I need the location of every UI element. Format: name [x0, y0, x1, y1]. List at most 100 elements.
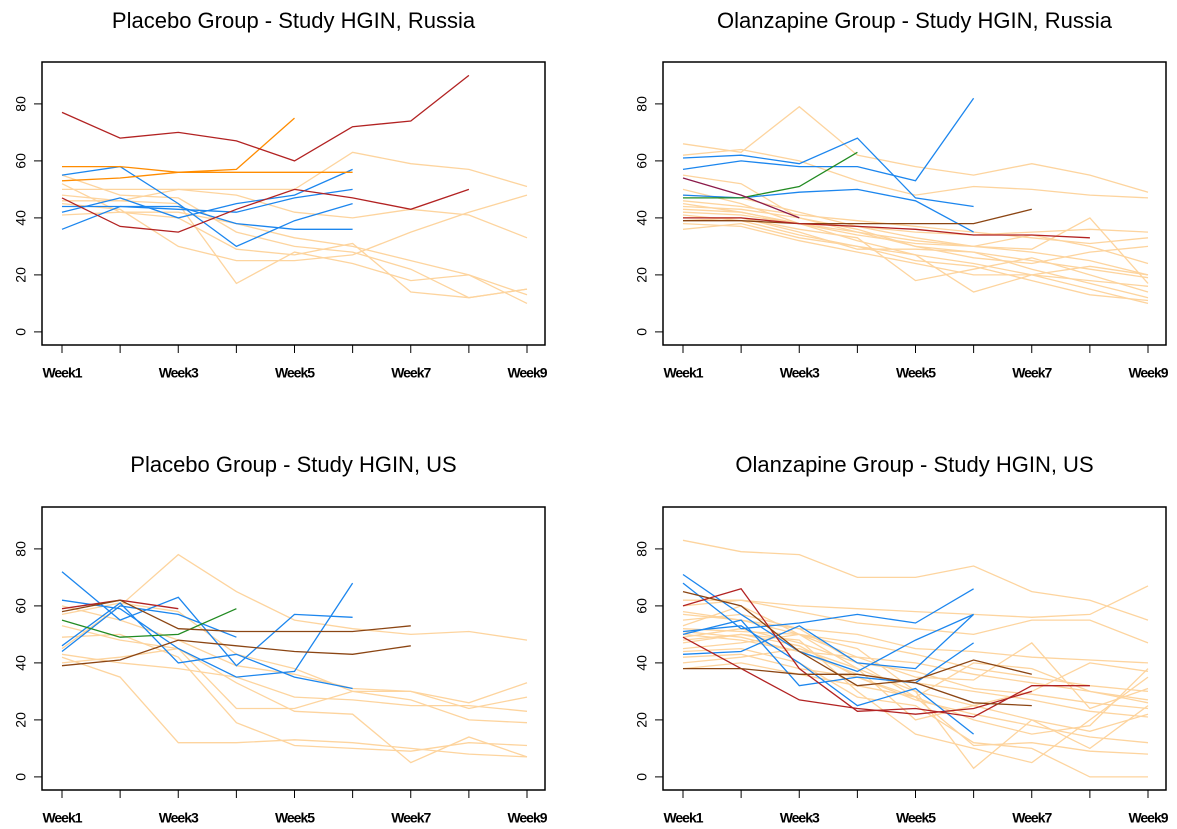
chart-title: Placebo Group - Study HGIN, US	[130, 452, 456, 477]
y-tick-label: 20	[634, 712, 650, 728]
series-line	[682, 177, 800, 219]
x-tick-label: Week3	[159, 810, 199, 826]
y-tick-label: 0	[634, 328, 650, 336]
series-line	[683, 151, 858, 199]
y-tick-label: 80	[634, 96, 650, 112]
series-line	[682, 613, 975, 670]
series-line	[682, 633, 1149, 764]
plot-frame	[41, 61, 546, 346]
series-line	[61, 653, 528, 712]
series-line	[682, 211, 1149, 284]
x-tick-label: Week1	[663, 365, 703, 381]
x-tick-label: Week1	[663, 810, 703, 826]
series-line	[61, 74, 470, 162]
series-line	[682, 188, 1149, 265]
series-line	[62, 117, 295, 173]
series-line	[61, 188, 470, 233]
series-line	[682, 653, 1149, 744]
chart-title: Olanzapine Group - Study HGIN, US	[735, 452, 1093, 477]
series-line	[61, 194, 528, 262]
plot-frame	[41, 506, 546, 791]
y-tick-label: 60	[13, 598, 29, 614]
series-line	[683, 217, 1149, 299]
series-line	[61, 211, 528, 296]
series-line	[61, 656, 528, 758]
y-tick-label: 40	[13, 210, 29, 226]
x-tick-label: Week3	[780, 810, 820, 826]
series-line	[682, 148, 1149, 199]
series-line	[682, 573, 974, 673]
series-line	[682, 647, 1148, 778]
series-line	[61, 608, 237, 638]
series-line	[61, 183, 528, 299]
chart-title: Olanzapine Group - Study HGIN, Russia	[717, 8, 1113, 33]
series-line	[61, 171, 353, 182]
x-tick-label: Week7	[1012, 365, 1052, 381]
y-tick-label: 40	[634, 655, 650, 671]
series-line	[682, 662, 1149, 704]
series-line	[62, 188, 528, 239]
series-line	[682, 633, 1149, 707]
y-tick-label: 40	[634, 210, 650, 226]
x-tick-label: Week5	[896, 365, 936, 381]
series-line	[682, 208, 1149, 236]
series-line	[682, 539, 1149, 621]
series-line	[61, 625, 528, 710]
series-line	[62, 188, 353, 213]
series-line	[682, 137, 974, 208]
y-tick-label: 40	[13, 655, 29, 671]
series-line	[682, 610, 1149, 664]
y-tick-label: 0	[634, 773, 650, 781]
x-tick-label: Week5	[275, 365, 315, 381]
series-line	[61, 553, 528, 650]
series-line	[682, 628, 1149, 710]
series-line	[61, 602, 353, 690]
x-tick-label: Week7	[391, 365, 431, 381]
series-line	[682, 590, 1032, 687]
x-tick-label: Week1	[42, 810, 82, 826]
series-line	[61, 647, 528, 764]
x-tick-label: Week5	[275, 810, 315, 826]
x-tick-label: Week7	[1012, 810, 1052, 826]
y-tick-label: 0	[13, 773, 29, 781]
series-line	[683, 217, 1090, 239]
y-tick-label: 0	[13, 328, 29, 336]
series-line	[682, 625, 975, 735]
series-line	[61, 599, 411, 633]
series-line	[682, 647, 1149, 732]
plot-frame	[662, 506, 1167, 791]
x-tick-label: Week3	[159, 365, 199, 381]
x-tick-label: Week9	[1128, 365, 1168, 381]
series-line	[61, 205, 353, 230]
x-tick-label: Week5	[896, 810, 936, 826]
series-line	[682, 582, 974, 630]
series-line	[682, 599, 1149, 644]
series-line	[61, 639, 411, 667]
series-line	[682, 222, 1149, 305]
chart-title: Placebo Group - Study HGIN, Russia	[112, 8, 476, 33]
x-tick-label: Week9	[1128, 810, 1168, 826]
y-tick-label: 60	[634, 153, 650, 169]
x-tick-label: Week1	[42, 365, 82, 381]
x-tick-label: Week3	[780, 365, 820, 381]
series-line	[62, 151, 528, 191]
series-line	[682, 174, 1149, 279]
y-tick-label: 80	[634, 541, 650, 557]
y-tick-label: 60	[13, 153, 29, 169]
series-line	[61, 174, 528, 299]
series-line	[683, 667, 1032, 707]
x-tick-label: Week9	[507, 810, 547, 826]
y-tick-label: 20	[13, 267, 29, 283]
series-line	[61, 582, 354, 678]
y-tick-label: 20	[13, 712, 29, 728]
series-line	[61, 605, 528, 710]
y-tick-label: 80	[13, 541, 29, 557]
plot-frame	[662, 61, 1167, 346]
series-line	[682, 105, 1149, 193]
series-line	[682, 613, 1149, 693]
series-line	[682, 633, 1149, 701]
series-line	[682, 628, 1149, 770]
series-line	[683, 585, 1149, 618]
series-line	[682, 200, 1149, 245]
